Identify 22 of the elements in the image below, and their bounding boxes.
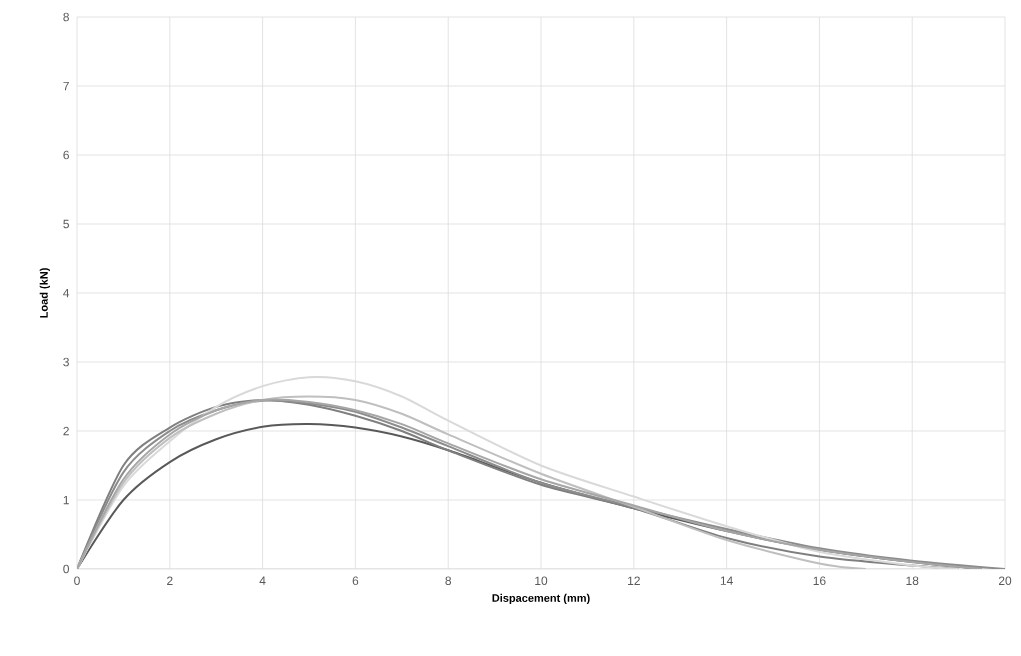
y-tick-label: 4 xyxy=(63,288,70,298)
y-tick-label: 7 xyxy=(63,81,69,91)
x-tick-label: 18 xyxy=(906,576,919,586)
x-tick-label: 6 xyxy=(352,576,359,586)
y-tick-label: 5 xyxy=(63,219,69,229)
y-tick-label: 6 xyxy=(63,150,69,160)
x-tick-label: 0 xyxy=(74,576,80,586)
y-tick-label: 8 xyxy=(63,12,69,22)
y-axis-title: Load (kN) xyxy=(39,268,50,318)
x-tick-label: 12 xyxy=(628,576,640,585)
y-tick-label: 2 xyxy=(63,426,69,436)
x-tick-label: 8 xyxy=(445,576,452,586)
y-tick-label: 0 xyxy=(63,564,70,574)
x-tick-label: 20 xyxy=(998,576,1012,586)
y-tick-label: 1 xyxy=(63,495,69,505)
x-tick-label: 10 xyxy=(535,576,548,586)
x-tick-label: 2 xyxy=(167,576,173,585)
y-tick-label: 3 xyxy=(63,357,69,367)
x-axis-title: Dispacement (mm) xyxy=(492,593,590,605)
x-tick-label: 14 xyxy=(720,576,733,585)
x-tick-label: 4 xyxy=(259,576,266,585)
x-tick-label: 16 xyxy=(813,576,826,586)
